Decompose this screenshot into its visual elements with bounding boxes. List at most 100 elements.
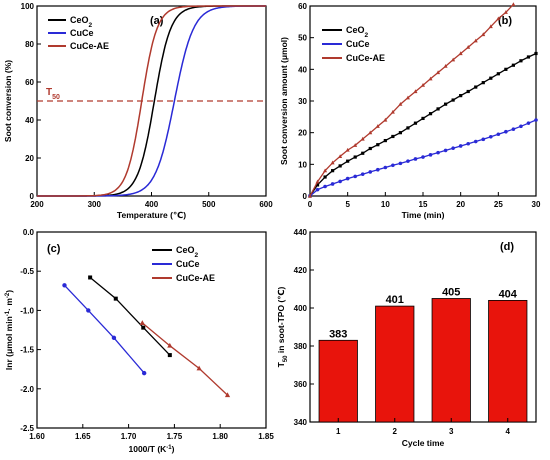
- c-ytick-label: -2.5: [20, 424, 34, 433]
- b-point: [511, 63, 515, 67]
- b-point: [534, 51, 538, 56]
- b-point: [323, 175, 327, 179]
- c-series-2: [141, 322, 228, 396]
- d-ytick-label: 360: [294, 380, 308, 389]
- d-value-label: 405: [442, 287, 460, 299]
- b-point: [504, 129, 508, 134]
- b-point: [496, 132, 501, 137]
- b-point: [323, 184, 327, 189]
- b-legend-text: CeO2: [346, 25, 369, 39]
- b-point: [473, 38, 478, 43]
- c-point: [139, 320, 145, 325]
- b-point: [406, 126, 410, 130]
- b-point: [383, 138, 387, 143]
- b-series-0: [309, 52, 537, 197]
- b-point: [436, 150, 440, 155]
- c-ytick-label: -1.0: [20, 306, 34, 315]
- b-point: [526, 121, 531, 125]
- c-ytick-label: 0.0: [23, 228, 35, 237]
- d-bar: [488, 299, 528, 423]
- b-point: [428, 76, 433, 81]
- b-point: [331, 169, 335, 173]
- d-xlabel: Cycle time: [402, 438, 445, 448]
- c-frame: [36, 231, 267, 429]
- b-point: [466, 89, 470, 94]
- b-frame: [309, 5, 537, 197]
- panel-a: 200 300 400 500 600 0 20 40 60 80 100 Temperature (…: [3, 2, 273, 220]
- b-xtick-label: 20: [456, 200, 465, 209]
- b-point: [346, 159, 350, 163]
- b-point: [353, 143, 358, 147]
- b-series-2: [309, 3, 514, 197]
- b-point: [466, 141, 471, 146]
- c-point: [141, 370, 147, 376]
- d-value-label: 401: [386, 294, 404, 306]
- b-point: [458, 144, 463, 148]
- b-point: [368, 170, 373, 174]
- b-point: [534, 118, 538, 122]
- c-ylabel: lnr (μmol min-1· m-2): [4, 290, 14, 370]
- c-xtick-label: 1.85: [258, 432, 274, 441]
- b-point: [413, 121, 418, 125]
- b-xtick-label: 30: [532, 200, 541, 209]
- c-xtick-label: 1.70: [121, 432, 137, 441]
- b-point: [519, 59, 523, 63]
- a-t50-annotation: T50: [46, 87, 60, 101]
- b-point: [496, 16, 501, 21]
- b-point: [376, 143, 380, 147]
- a-xtick-label: 600: [259, 200, 273, 209]
- b-point: [421, 116, 425, 121]
- b-point: [413, 89, 418, 94]
- b-point: [391, 163, 395, 168]
- a-ytick-label: 60: [25, 78, 34, 87]
- panel-d: 340 360 380 400 420 440 1 383 2 401 3 405 4 404 Cycle …: [276, 228, 537, 448]
- b-point: [368, 130, 373, 135]
- c-xtick-label: 1.80: [212, 432, 228, 441]
- c-point: [88, 275, 93, 280]
- b-point: [323, 168, 328, 173]
- c-xtick-label: 1.65: [75, 432, 91, 441]
- a-ytick-label: 80: [25, 40, 34, 49]
- b-point: [390, 109, 395, 114]
- b-point: [308, 193, 312, 198]
- c-series-1: [64, 284, 145, 374]
- b-point: [428, 153, 433, 157]
- d-ytick-label: 400: [294, 304, 308, 313]
- d-ytick-label: 440: [294, 228, 308, 237]
- b-point: [421, 155, 425, 159]
- b-ytick-label: 10: [298, 160, 307, 169]
- b-ytick-label: 0: [303, 192, 308, 201]
- a-legend-text: CeO2: [70, 15, 93, 29]
- b-point: [436, 107, 440, 111]
- c-legend-text: CeO2: [176, 245, 199, 259]
- c-point: [111, 335, 117, 341]
- d-bar: [375, 305, 415, 423]
- b-point: [383, 165, 388, 170]
- c-point: [86, 308, 91, 313]
- d-frame: [309, 231, 537, 423]
- b-point: [489, 134, 493, 139]
- b-point: [405, 95, 410, 100]
- b-point: [315, 187, 320, 192]
- c-point: [167, 342, 173, 348]
- c-ytick-label: -0.5: [20, 267, 34, 276]
- a-ylabel: Soot conversion (%): [3, 60, 13, 142]
- c-point: [113, 296, 118, 301]
- d-xtick-label: 2: [393, 427, 398, 436]
- b-point: [489, 76, 493, 80]
- d-ylabel: T50 in soot-TPO (℃): [276, 286, 289, 367]
- a-ytick-label: 40: [25, 116, 34, 125]
- b-xtick-label: 15: [419, 200, 428, 209]
- b-xtick-label: 10: [381, 200, 390, 209]
- b-point: [436, 70, 441, 75]
- b-legend-text: CuCe-AE: [346, 53, 385, 63]
- d-value-label: 383: [329, 328, 347, 340]
- c-ytick-label: -2.0: [20, 385, 34, 394]
- c-xtick-label: 1.75: [167, 432, 183, 441]
- a-xtick-label: 500: [202, 200, 216, 209]
- b-point: [376, 167, 380, 172]
- b-point: [458, 51, 463, 56]
- c-point: [224, 392, 231, 398]
- b-point: [338, 154, 343, 159]
